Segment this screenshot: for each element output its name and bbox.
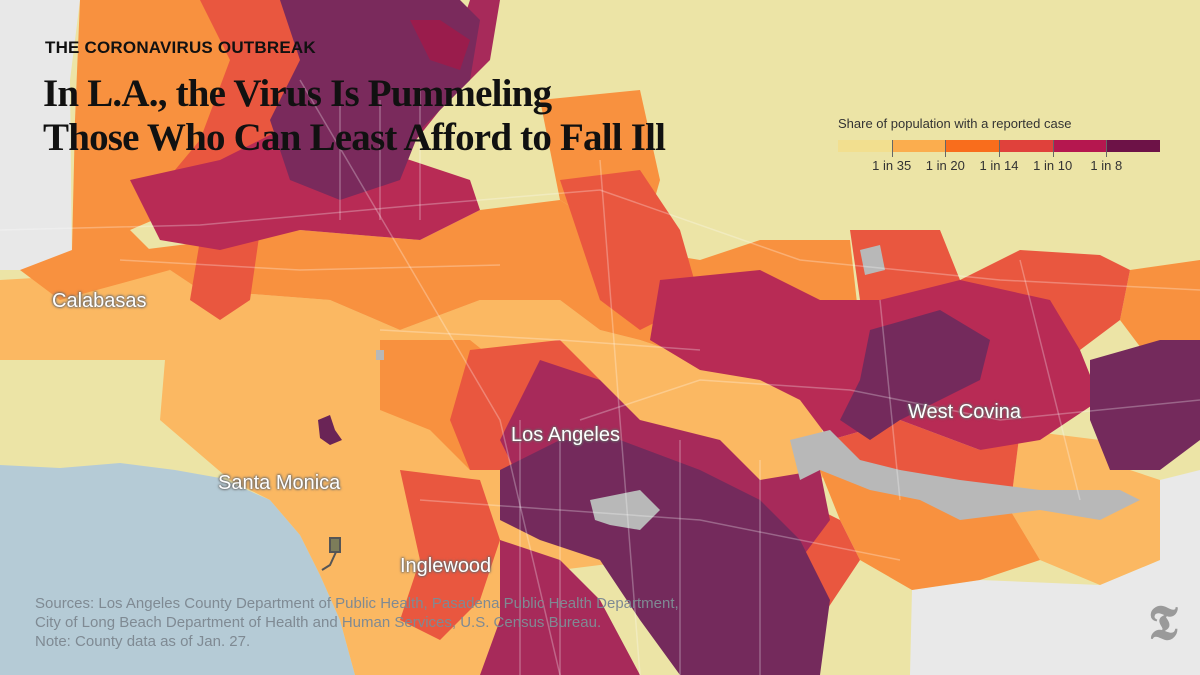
- place-label-los-angeles: Los Angeles: [511, 424, 620, 446]
- legend-tick: 1 in 35: [872, 158, 912, 173]
- region-1in8-el-monte: [840, 310, 990, 440]
- road-grid: [0, 79, 1200, 675]
- pier-icon: [321, 537, 341, 571]
- sources-line-1: Sources: Los Angeles County Department o…: [35, 595, 679, 612]
- legend-tick: 1 in 8: [1090, 158, 1123, 173]
- sources-line-3: Note: County data as of Jan. 27.: [35, 633, 251, 650]
- place-label-inglewood: Inglewood: [400, 555, 492, 577]
- headline: In L.A., the Virus Is Pummeling Those Wh…: [43, 72, 666, 160]
- region-1in14-tujunga: [190, 230, 260, 320]
- place-label-west-covina: West Covina: [908, 401, 1022, 423]
- place-label-santa-monica: Santa Monica: [218, 472, 341, 494]
- place-label-calabasas: Calabasas: [52, 290, 147, 312]
- headline-line-1: In L.A., the Virus Is Pummeling: [43, 72, 552, 115]
- legend-ticks: 1 in 35 1 in 20 1 in 14 1 in 10 1 in 8: [838, 158, 1168, 176]
- region-1in20-southeast: [820, 470, 1040, 590]
- legend-tick: 1 in 10: [1033, 158, 1073, 173]
- legend-title: Share of population with a reported case: [838, 116, 1072, 131]
- legend-swatch-2: [891, 140, 946, 157]
- ocean: [0, 463, 355, 675]
- region-1in10-south: [480, 540, 640, 675]
- outside-county-southeast: [910, 470, 1200, 675]
- no-data-riverbed: [790, 430, 1140, 520]
- region-1in8-pomona: [1090, 340, 1200, 470]
- sources-note: Sources: Los Angeles County Department o…: [35, 594, 679, 651]
- region-1in35-west: [0, 270, 860, 675]
- region-1in14-southwest: [400, 470, 500, 640]
- legend-color-bar: [838, 140, 1161, 157]
- region-1in8-small: [318, 415, 342, 445]
- legend-swatch-1: [838, 140, 892, 152]
- outside-county-west: [0, 0, 80, 270]
- sources-line-2: City of Long Beach Department of Health …: [35, 614, 602, 631]
- legend-swatch-3: [945, 140, 1000, 157]
- legend-tick: 1 in 20: [925, 158, 965, 173]
- color-legend: Share of population with a reported case…: [838, 116, 1168, 176]
- headline-line-2: Those Who Can Least Afford to Fall Ill: [43, 116, 666, 159]
- legend-swatch-6: [1106, 140, 1161, 157]
- no-data-north: [860, 245, 885, 275]
- legend-swatch-4: [999, 140, 1053, 157]
- region-1in20-northwest: [20, 0, 250, 300]
- region-1in20-east: [1120, 260, 1200, 360]
- no-data-small: [376, 350, 384, 360]
- no-data-industrial: [590, 490, 660, 530]
- kicker: THE CORONAVIRUS OUTBREAK: [45, 38, 316, 57]
- region-1in8-north-tip: [410, 20, 470, 70]
- nyt-logo-icon: 𝕿: [1148, 597, 1178, 650]
- region-1in8-south-la: [500, 440, 830, 675]
- legend-swatch-5: [1052, 140, 1107, 157]
- legend-tick: 1 in 14: [979, 158, 1019, 173]
